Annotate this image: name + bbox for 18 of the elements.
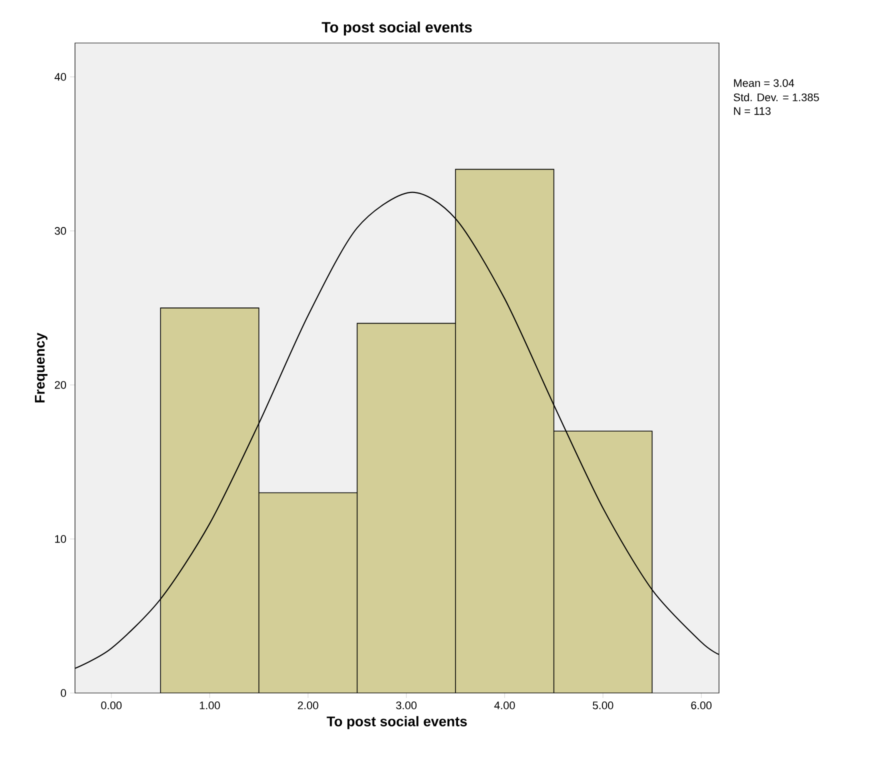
text: Mean = 3.04	[734, 79, 794, 87]
x-tick-label: 1.00	[200, 702, 220, 710]
y-tick-label: 10	[55, 535, 66, 543]
y-tick-label: 30	[54, 227, 66, 235]
text: Std. Dev. = 1.385	[734, 93, 819, 102]
x-tick-label: 0.00	[101, 702, 122, 710]
text: N = 113	[734, 107, 771, 115]
x-tick-label: 2.00	[298, 702, 318, 710]
x-tick-label: 3.00	[396, 702, 417, 710]
x-tick-label: 4.00	[494, 702, 515, 710]
y-tick-label: 40	[54, 73, 66, 81]
y-tick-label: 0	[60, 689, 66, 697]
x-tick-label: 5.00	[592, 702, 614, 710]
y-tick-label: 20	[54, 381, 66, 389]
y-axis-title: Frequency	[34, 332, 48, 402]
x-tick-label: 6.00	[691, 702, 712, 710]
chart-title: To post social events	[322, 22, 472, 36]
x-axis-title: To post social events	[326, 716, 467, 730]
